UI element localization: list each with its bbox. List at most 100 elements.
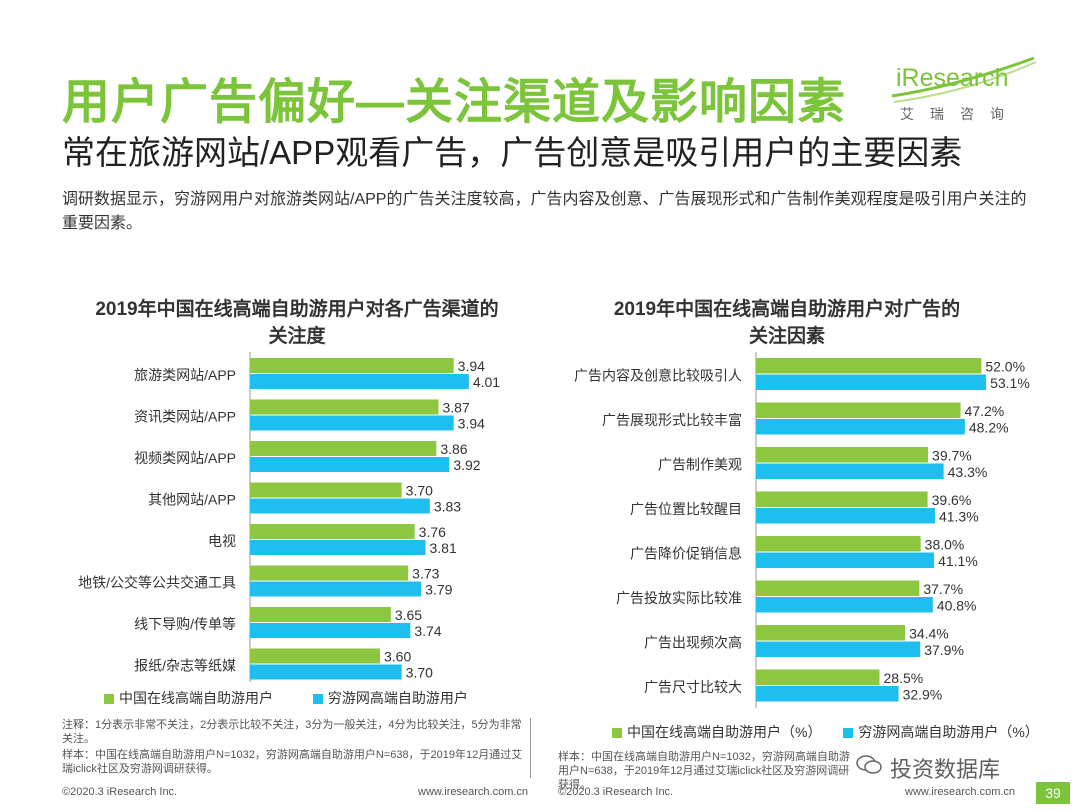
bar-blue — [250, 498, 430, 514]
data-label: 37.7% — [923, 581, 963, 597]
bar-green — [756, 580, 920, 596]
bar-blue — [250, 457, 450, 472]
bar-green — [250, 648, 380, 664]
bar-green — [756, 447, 929, 463]
legend-label-cn: 中国在线高端自助游用户 — [119, 690, 273, 706]
data-label: 40.8% — [937, 598, 977, 614]
data-label: 41.3% — [939, 509, 979, 525]
data-label: 52.0% — [985, 359, 1025, 375]
category-label: 其他网站/APP — [148, 492, 236, 508]
bar-green — [756, 669, 880, 685]
category-label: 旅游类网站/APP — [134, 367, 236, 383]
category-label: 线下导购/传单等 — [134, 616, 236, 632]
left-chart-note: 注释：1分表示非常不关注，2分表示比较不关注，3分为一般关注，4分为比较关注，5… — [62, 719, 522, 745]
bar-green — [250, 482, 402, 498]
bar-blue — [756, 419, 965, 435]
category-label: 广告制作美观 — [658, 457, 742, 473]
right-bar-chart: 广告内容及创意比较吸引人 52.0%53.1% 广告展现形式比较丰富 47.2%48.… — [574, 352, 1030, 708]
data-label: 3.73 — [412, 566, 439, 582]
footer-copyright-left: ©2020.3 iResearch Inc. — [62, 786, 178, 798]
bar-blue — [756, 374, 987, 390]
footer-copyright-right: ©2020.3 iResearch Inc. — [558, 786, 674, 798]
left-bar-chart: 旅游类网站/APP3.944.01资讯类网站/APP3.873.94视频类网站/… — [78, 352, 500, 682]
bar-blue — [250, 415, 454, 431]
category-label: 广告出现频次高 — [644, 635, 742, 651]
bar-blue — [756, 552, 935, 568]
bar-blue — [250, 623, 411, 638]
left-note-divider — [530, 718, 531, 778]
data-label: 3.79 — [425, 582, 452, 598]
data-label: 28.5% — [884, 670, 924, 686]
bar-blue — [756, 597, 933, 613]
legend-label-qyer-pct: 穷游网高端自助游用户（%） — [858, 724, 1039, 740]
bar-green — [250, 607, 391, 622]
bar-green — [250, 358, 454, 373]
bar-green — [756, 625, 906, 641]
category-label: 地铁/公交等公共交通工具 — [78, 575, 236, 591]
right-chart-title-line2: 关注因素 — [748, 326, 825, 347]
data-label: 47.2% — [965, 403, 1005, 419]
category-label: 广告降价促销信息 — [630, 546, 742, 562]
bar-green — [250, 399, 439, 415]
bar-blue — [250, 581, 422, 597]
bar-green — [250, 441, 437, 456]
data-label: 32.9% — [903, 687, 943, 703]
legend-swatch-blue — [843, 728, 854, 739]
bar-blue — [250, 664, 402, 680]
data-label: 3.86 — [440, 441, 467, 457]
right-chart-legend: 中国在线高端自助游用户（%） 穷游网高端自助游用户（%） — [612, 722, 1039, 742]
data-label: 3.81 — [430, 540, 457, 556]
logo-brand: iResearch — [896, 64, 1009, 92]
category-label: 广告内容及创意比较吸引人 — [574, 368, 742, 384]
bar-green — [756, 358, 982, 374]
data-label: 39.6% — [932, 492, 972, 508]
data-label: 3.92 — [453, 457, 480, 473]
bar-blue — [756, 641, 921, 657]
data-label: 3.76 — [419, 524, 446, 540]
legend-item-qyer-pct: 穷游网高端自助游用户（%） — [843, 722, 1039, 742]
data-label: 3.70 — [406, 665, 433, 681]
data-label: 4.01 — [473, 374, 500, 390]
legend-swatch-blue — [312, 694, 323, 705]
category-label: 广告尺寸比较大 — [644, 679, 742, 695]
legend-label-cn-pct: 中国在线高端自助游用户（%） — [627, 724, 822, 740]
legend-swatch-green — [104, 694, 114, 705]
bar-blue — [250, 540, 426, 555]
category-label: 电视 — [208, 533, 236, 549]
legend-item-cn: 中国在线高端自助游用户 — [104, 688, 273, 708]
data-label: 41.1% — [938, 553, 978, 569]
page-number: 39 — [1036, 782, 1070, 804]
data-label: 3.94 — [458, 358, 485, 374]
right-chart-title: 2019年中国在线高端自助游用户对广告的 关注因素 — [562, 296, 1012, 350]
left-chart-legend: 中国在线高端自助游用户 穷游网高端自助游用户 — [104, 688, 468, 708]
wechat-icon — [856, 755, 882, 774]
legend-item-cn-pct: 中国在线高端自助游用户（%） — [612, 722, 821, 742]
category-label: 广告投放实际比较准 — [616, 590, 742, 606]
footer-url-right: www.iresearch.com.cn — [905, 786, 1016, 798]
left-chart-title: 2019年中国在线高端自助游用户对各广告渠道的 关注度 — [62, 296, 532, 350]
data-label: 48.2% — [969, 420, 1009, 436]
data-label: 3.74 — [414, 623, 441, 639]
bar-green — [756, 491, 928, 507]
data-label: 39.7% — [932, 448, 972, 464]
bar-green — [250, 524, 415, 539]
data-label: 3.83 — [434, 499, 461, 515]
bar-blue — [756, 508, 935, 524]
legend-swatch-green — [612, 728, 622, 739]
data-label: 3.70 — [406, 483, 433, 499]
page-subtitle: 常在旅游网站/APP观看广告，广告创意是吸引用户的主要因素 — [62, 134, 963, 171]
logo-swoosh-icon — [891, 56, 1037, 103]
page-title: 用户广告偏好—关注渠道及影响因素 — [62, 76, 847, 129]
bar-blue — [756, 463, 944, 479]
legend-item-qyer: 穷游网高端自助游用户 — [312, 688, 468, 708]
bar-blue — [250, 374, 469, 389]
iresearch-logo: iResearch 艾瑞咨询 — [888, 56, 1038, 122]
data-label: 3.65 — [395, 607, 422, 623]
footer-url-left: www.iresearch.com.cn — [418, 786, 529, 798]
left-chart-sample: 样本：中国在线高端自助游用户N=1032，穷游网高端自助游用户N=638，于20… — [62, 749, 523, 775]
data-label: 3.94 — [458, 416, 485, 432]
data-label: 43.3% — [948, 464, 988, 480]
bar-blue — [756, 686, 899, 702]
category-label: 报纸/杂志等纸媒 — [134, 658, 236, 674]
right-chart-title-line1: 2019年中国在线高端自助游用户对广告的 — [613, 299, 961, 320]
